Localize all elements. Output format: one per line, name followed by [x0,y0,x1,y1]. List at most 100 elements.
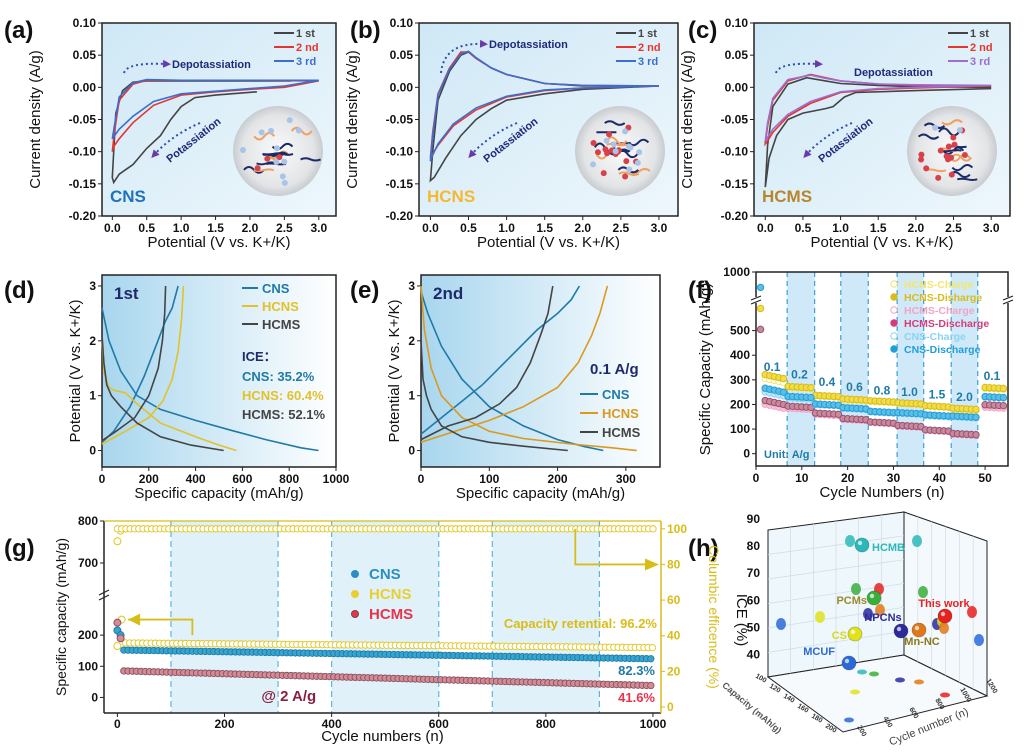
cycle-point-HCMS [113,618,122,627]
rate-point-HCMS-Discharge [834,410,843,419]
x-axis-label: Potential (V vs. K+/K) [148,234,291,251]
x-tick-label: 0.0 [104,221,121,235]
ice-value: HCNS: 60.4% [242,388,324,403]
cv-curve-1 [764,76,992,188]
hcms-retention-label: 41.6% [618,690,655,705]
panel-c: 0.0 0.5 1.0 1.5 2.0 2.5 3.0 -0.20 -0.15 -0.10 -0.0… [679,16,1011,251]
x-tick-label: 1.5 [536,221,553,235]
rate-point-CNS-Discharge [999,393,1008,402]
potassium-ion [923,165,930,172]
y-tick-label: -0.05 [69,113,97,127]
y-tick-label: 3 [408,279,415,293]
point-label: HCMB [872,542,905,554]
potassium-ion [600,170,607,177]
x-tick-label: 2.5 [276,221,293,235]
shaded-rate-segment [897,272,924,466]
rate-point-HCNS-Disharge [756,304,765,313]
legend-label: 3 rd [296,56,316,68]
legend-label: HCNS-Disharge [904,292,982,304]
y-tick-label: 0 [743,447,750,461]
defect-site [281,179,288,186]
x-tick-label: 30 [887,471,901,485]
gcd-curve [420,285,581,435]
cycle-point-HCMS [116,634,125,643]
right-axis-arrow [574,528,657,566]
gcd-curve [101,285,185,445]
rate-label: 0.2 [791,368,808,382]
defect-site [273,158,280,165]
legend-label: 3 rd [638,56,658,68]
y-tick-label: -0.15 [69,177,97,191]
x-axis-label: Specific capacity (mAh/g) [134,485,303,502]
gcd-curve [101,285,179,443]
x-tick-label: 1.0 [173,221,190,235]
x-tick-label: 800 [933,697,945,711]
sample-label: CNS [110,187,146,206]
x-axis-label: Specific capacity (mAh/g) [456,485,625,502]
x-tick-label: 0.5 [460,221,477,235]
point-label: This work [918,598,970,610]
x-tick-label: 3.0 [651,221,668,235]
plot-frame [418,22,679,217]
plot-frame [101,274,337,468]
defect-site [622,128,629,135]
plot-background [102,275,336,467]
carbon-layer [604,120,626,126]
x-tick-label: 2.5 [613,221,630,235]
y-tick-label: -0.20 [721,209,749,223]
potassiation-arrow [803,122,853,158]
data-sphere [911,622,927,638]
legend-label: CNS [369,566,401,583]
shaded-rate-segment [787,272,815,466]
legend-marker [890,280,898,288]
panel-g: 0 200 400 600 800 100001002007008000204060801… [53,514,722,745]
y-tick-label: -0.20 [386,209,414,223]
unit-label: Unit: A/g [764,449,809,461]
potassium-ion [264,155,271,162]
x-tick-label: 400 [881,715,893,729]
carbon-layer [957,177,978,181]
y-axis-label: Current density (A/g) [344,50,361,188]
point-label: CS [832,630,847,642]
carbon-layer [917,133,940,140]
panel-label-f: (f) [688,277,712,304]
defect-site [239,147,246,154]
panel-label-b: (b) [350,17,381,44]
x-tick-label: 0 [99,472,106,486]
x-tick-label: 1.5 [207,221,224,235]
potassium-ion [948,154,955,161]
depotassiation-arrow [775,59,823,74]
potassium-ion [918,156,925,163]
legend-label: HCNS [369,586,412,603]
x-tick-label: 1.5 [870,221,887,235]
left-axis-arrow [128,618,194,636]
sphere-highlight [850,629,856,635]
y-tick-label-right: 60 [667,593,681,607]
y-tick-label: -0.10 [721,145,749,159]
rate-label: 1.0 [901,385,918,399]
y-tick-label: -0.10 [386,145,414,159]
y-tick-label: 0.10 [73,16,97,30]
projection-marker [851,583,861,595]
x-tick-label: 200 [214,717,234,731]
rate-label: 1.5 [929,387,946,401]
cycle-point-HCNS [648,643,657,652]
rate-point-CNS-Discharge [972,413,980,421]
y-tick-label: 2 [408,334,415,348]
panel-label-a: (a) [4,17,33,44]
legend-label: 1 st [970,28,989,40]
y-tick-label: 200 [824,723,838,735]
defect-site [610,141,617,148]
rate-label: 0.4 [819,375,836,389]
legend-marker [351,570,359,578]
y-tick-label: 200 [78,628,98,642]
y-tick-label: -0.15 [386,177,414,191]
panel-b: 0.0 0.5 1.0 1.5 2.0 2.5 3.0 -0.20 -0.15 -0.10 -0.0… [344,16,679,251]
potassium-ion [935,174,942,181]
gcd-curve [420,285,554,441]
potassium-ion [961,152,968,159]
x-tick-label: 2.0 [242,221,259,235]
y-tick-label: 2 [89,334,96,348]
data-sphere [866,590,882,606]
axis-break-gap [1004,297,1012,303]
